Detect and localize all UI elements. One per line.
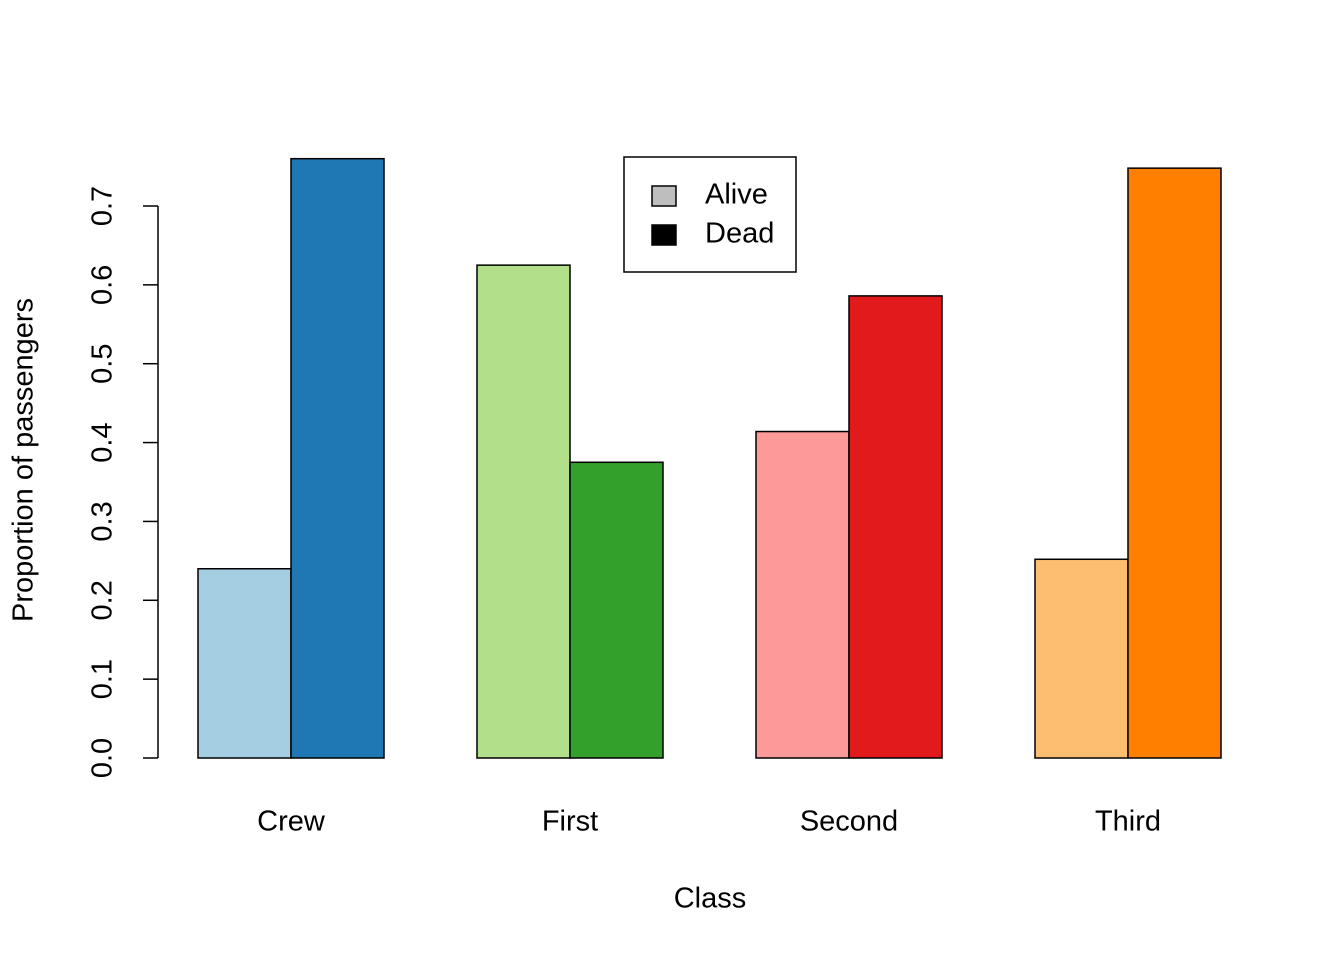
y-tick-label: 0.6 <box>87 265 119 305</box>
x-tick-label: Crew <box>257 806 326 838</box>
bar <box>755 430 850 759</box>
y-axis-label: Proportion of passengers <box>8 298 40 622</box>
legend-box <box>623 156 797 273</box>
x-tick-label: First <box>542 806 598 838</box>
bar <box>569 461 664 759</box>
y-tick-label: 0.3 <box>87 501 119 541</box>
bar <box>1127 167 1222 759</box>
y-tick-label: 0.1 <box>87 659 119 699</box>
y-tick-label: 0.2 <box>87 580 119 620</box>
legend-label: Dead <box>705 218 774 250</box>
legend-swatch <box>651 224 677 246</box>
x-tick-label: Second <box>800 806 898 838</box>
x-axis-label: Class <box>674 883 747 915</box>
bar <box>197 567 292 759</box>
bar <box>476 264 571 759</box>
bar <box>1034 558 1129 759</box>
y-tick-label: 0.0 <box>87 738 119 778</box>
y-tick-label: 0.5 <box>87 344 119 384</box>
x-tick-label: Third <box>1095 806 1161 838</box>
y-tick-label: 0.4 <box>87 422 119 462</box>
legend-swatch <box>651 185 677 207</box>
y-tick-label: 0.7 <box>87 186 119 226</box>
legend-label: Alive <box>705 179 768 211</box>
bar <box>848 295 943 759</box>
bar <box>290 157 385 759</box>
